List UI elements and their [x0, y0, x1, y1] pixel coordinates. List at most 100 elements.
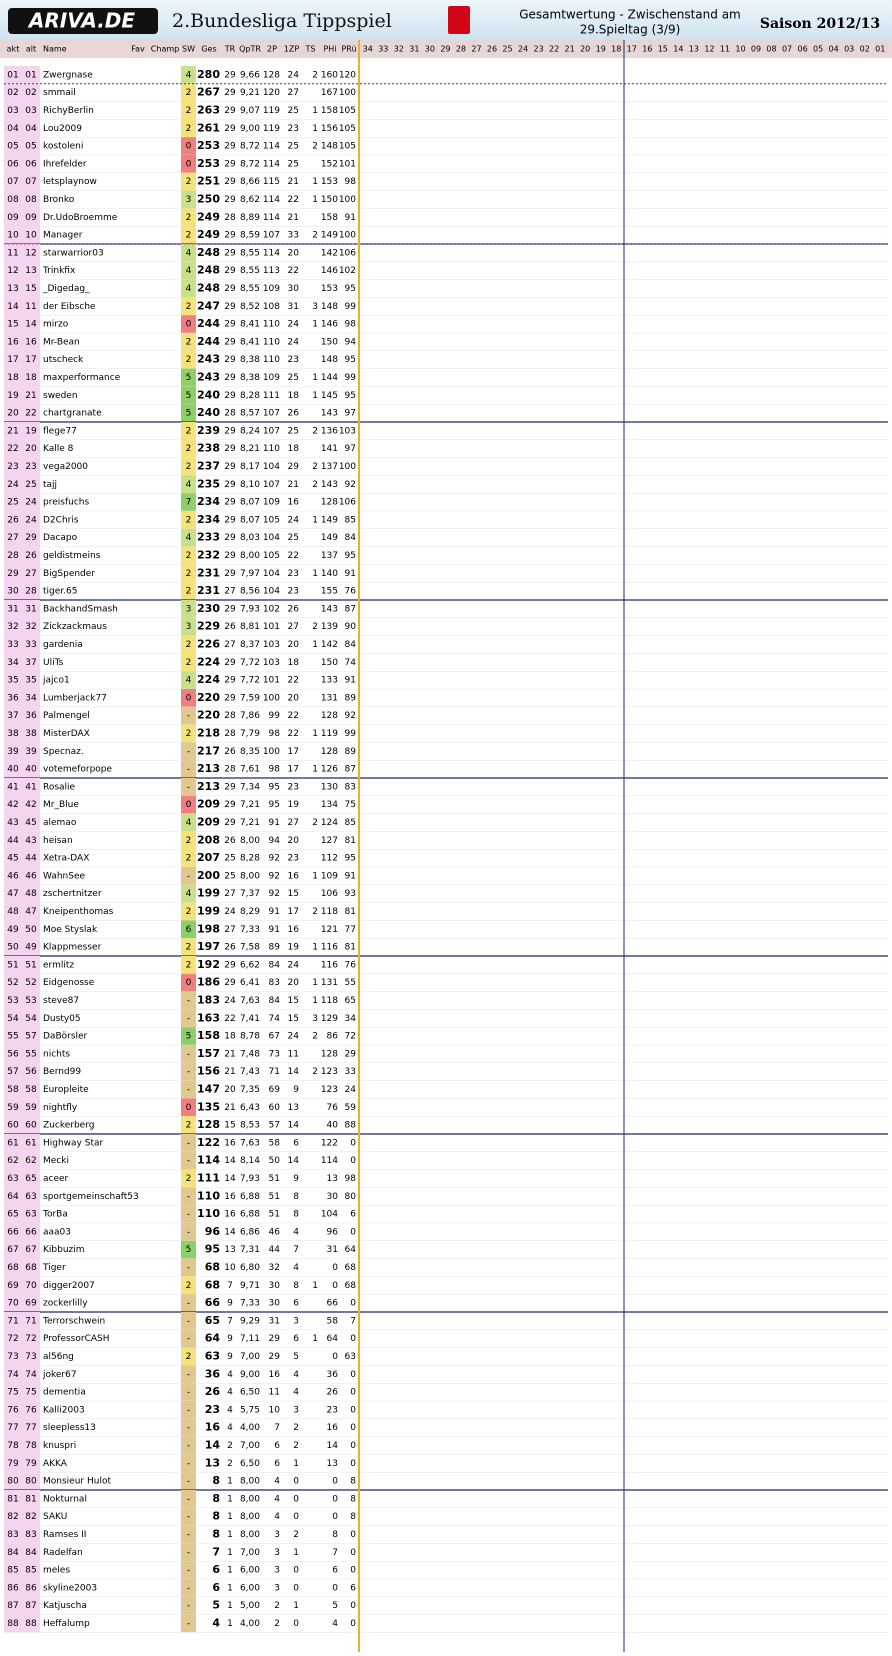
cell: 145 — [321, 391, 338, 401]
cell: ProfessorCASH — [43, 1334, 110, 1344]
cell: 89 — [345, 693, 357, 703]
cell: 192 — [197, 958, 220, 971]
sw-cell — [181, 172, 196, 191]
matchday-header: 23 — [533, 45, 543, 54]
matchday-header: 29 — [440, 45, 450, 54]
cell: 5 — [186, 409, 192, 419]
matchday-header: 20 — [580, 45, 590, 54]
cell: 76 — [7, 1405, 19, 1415]
cell: - — [187, 1405, 190, 1415]
cell: 110 — [263, 355, 280, 365]
cell: 107 — [263, 409, 280, 419]
cell: 26 — [7, 515, 19, 525]
rank-cell — [4, 1205, 40, 1223]
status: Gesamtwertung - Zwischenstand am — [519, 8, 741, 22]
cell: 2 — [186, 124, 192, 134]
cell: 80 — [345, 1192, 357, 1202]
rank-cell — [4, 1418, 40, 1437]
cell: vega2000 — [43, 462, 88, 472]
cell: Trinkfix — [42, 266, 76, 276]
cell: 76 — [345, 587, 357, 597]
cell: 220 — [197, 691, 220, 704]
cell: 137 — [321, 462, 338, 472]
cell: 29 — [269, 1334, 281, 1344]
cell: 141 — [321, 444, 338, 454]
cell: 0 — [186, 159, 192, 169]
cell: 64 — [327, 1334, 339, 1344]
cell: 100 — [339, 231, 356, 241]
cell: 152 — [321, 159, 338, 169]
cell: 21 — [288, 480, 299, 490]
cell: 9 — [227, 1352, 233, 1362]
cell: Monsieur Hulot — [43, 1477, 111, 1487]
sw-cell — [181, 1098, 196, 1117]
cell: 14 — [224, 1227, 236, 1237]
cell: 105 — [263, 515, 280, 525]
cell: 1 — [293, 1601, 299, 1611]
cell: 04 — [25, 124, 37, 134]
cell: 50 — [7, 943, 19, 953]
rank-cell — [4, 422, 40, 440]
matchday-header: 25 — [502, 45, 512, 54]
cell: 29 — [224, 302, 236, 312]
cell: 128 — [321, 498, 338, 508]
cell: 23 — [288, 782, 299, 792]
cell: 8,00 — [240, 871, 260, 881]
cell: 110 — [197, 1207, 220, 1220]
cell: 7,33 — [240, 1299, 260, 1309]
cell: 39 — [25, 747, 37, 757]
cell: 1 — [227, 1530, 233, 1540]
cell: 95 — [269, 782, 280, 792]
cell: 251 — [197, 175, 220, 188]
cell: 2 — [186, 943, 192, 953]
cell: 91 — [345, 871, 356, 881]
cell: dementia — [43, 1388, 86, 1398]
rank-cell — [4, 493, 40, 511]
cell: 248 — [197, 264, 220, 277]
rank-cell — [4, 350, 40, 369]
rank-cell — [4, 867, 40, 885]
cell: 22 — [224, 1014, 235, 1024]
cell: 32 — [269, 1263, 280, 1273]
column-header: Ges — [201, 45, 216, 54]
cell: 116 — [321, 960, 338, 970]
cell: 08 — [7, 195, 19, 205]
cell: 49 — [7, 925, 19, 935]
sw-cell — [181, 813, 196, 832]
cell: 1 — [312, 1334, 318, 1344]
cell: 0 — [350, 1530, 356, 1540]
cell: 8,35 — [240, 747, 260, 757]
cell: - — [187, 1459, 190, 1469]
cell: 0 — [332, 1263, 338, 1273]
cell: 7 — [332, 1548, 338, 1558]
cell: 11 — [7, 248, 18, 258]
cell: 73 — [7, 1352, 18, 1362]
cell: 20 — [288, 978, 300, 988]
cell: nichts — [43, 1049, 70, 1059]
rank-cell — [4, 671, 40, 689]
cell: 43 — [7, 818, 18, 828]
cell: 0 — [350, 1227, 356, 1237]
cell: 209 — [197, 798, 220, 811]
cell: Manager — [43, 231, 83, 241]
cell: 249 — [197, 228, 220, 241]
cell: 21 — [7, 426, 18, 436]
cell: 6,43 — [240, 1103, 260, 1113]
cell: 8,57 — [240, 409, 260, 419]
cell: 55 — [25, 1049, 36, 1059]
cell: 7,93 — [240, 604, 260, 614]
sw-cell — [181, 1596, 196, 1615]
cell: 25 — [25, 480, 36, 490]
cell: 53 — [25, 996, 36, 1006]
rank-cell — [4, 315, 40, 333]
cell: WahnSee — [43, 871, 85, 881]
cell: 5 — [293, 1352, 299, 1362]
cell: - — [187, 1263, 190, 1273]
cell: Kalle 8 — [43, 444, 74, 454]
cell: 91 — [345, 676, 356, 686]
cell: 80 — [7, 1477, 19, 1487]
cell: 4 — [186, 266, 192, 276]
rank-cell — [4, 457, 40, 476]
cell: 8 — [332, 1530, 338, 1540]
cell: 7,35 — [240, 1085, 260, 1095]
